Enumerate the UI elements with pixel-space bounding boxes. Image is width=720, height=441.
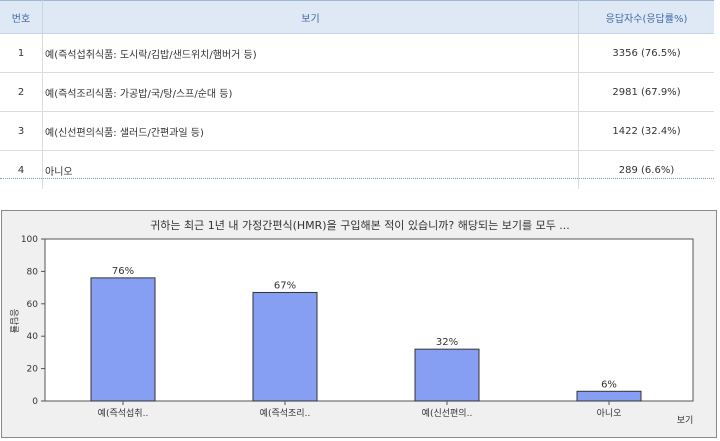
table-row: 2 예(즉석조리식품: 가공밥/국/탕/스프/순대 등) 2981 (67.9%… [0, 72, 714, 112]
row-label: 예(즉석섭취식품: 도시락/김밥/샌드위치/햄버거 등) [42, 33, 579, 73]
bar [414, 348, 480, 402]
table-row: 3 예(신선편의식품: 샐러드/간편과일 등) 1422 (32.4%) [0, 111, 714, 151]
bar-chart: 귀하는 최근 1년 내 가정간편식(HMR)을 구입해본 적이 있습니까? 해당… [1, 210, 717, 438]
x-tick-label: 예(즉석조리.. [260, 408, 311, 419]
y-tick-label: 40 [27, 332, 39, 342]
bar [576, 390, 642, 402]
row-count: 289 (6.6%) [618, 164, 675, 176]
x-axis-label: 보기 [677, 415, 694, 426]
chart-title: 귀하는 최근 1년 내 가정간편식(HMR)을 구입해본 적이 있습니까? 해당… [150, 218, 570, 232]
y-tick-label: 0 [32, 397, 38, 407]
plot-area: 0 20 40 60 80 100 76% 예(즉석섭취.. 67% 예(즉석조리.. 32% 예(신… [21, 235, 694, 419]
row-no: 1 [0, 33, 43, 73]
row-count: 2981 (67.9%) [578, 72, 714, 112]
x-tick-label: 예(신선편의.. [422, 407, 473, 419]
row-count: 3356 (76.5%) [578, 33, 714, 73]
table-header-row: 번호 보기 응답자수(응답률%) [0, 0, 714, 34]
bar-value-label: 6% [601, 379, 617, 390]
y-tick-label: 100 [21, 235, 38, 245]
bar-value-label: 76% [112, 266, 134, 277]
x-tick-label: 예(즉석섭취.. [98, 408, 149, 419]
y-axis-label: 응답률 [8, 309, 20, 334]
row-label: 아니오 [42, 150, 579, 189]
row-no: 4 [0, 150, 43, 189]
x-tick-label: 아니오 [597, 408, 622, 419]
bar [252, 291, 318, 402]
table-row: 4 아니오 289 (6.6%) [0, 150, 714, 189]
table-row: 1 예(즉석섭취식품: 도시락/김밥/샌드위치/햄버거 등) 3356 (76.… [0, 33, 714, 73]
row-count: 1422 (32.4%) [578, 111, 714, 151]
row-label: 예(즉석조리식품: 가공밥/국/탕/스프/순대 등) [42, 72, 579, 112]
row-label: 예(신선편의식품: 샐러드/간편과일 등) [42, 111, 579, 151]
y-tick-label: 60 [27, 300, 39, 310]
bar-value-label: 67% [274, 280, 296, 291]
header-no: 번호 [0, 0, 43, 34]
chart-canvas: 귀하는 최근 1년 내 가정간편식(HMR)을 구입해본 적이 있습니까? 해당… [8, 218, 694, 426]
result-table: 번호 보기 응답자수(응답률%) 1 예(즉석섭취식품: 도시락/김밥/샌드위치… [0, 0, 714, 189]
row-no: 2 [0, 72, 43, 112]
bar [90, 277, 156, 402]
row-no: 3 [0, 111, 43, 151]
y-tick-label: 80 [27, 267, 39, 277]
table-divider [0, 178, 714, 179]
header-count: 응답자수(응답률%) [578, 0, 714, 34]
header-label: 보기 [42, 0, 579, 34]
bar-value-label: 32% [436, 337, 458, 348]
y-tick-label: 20 [27, 365, 39, 375]
